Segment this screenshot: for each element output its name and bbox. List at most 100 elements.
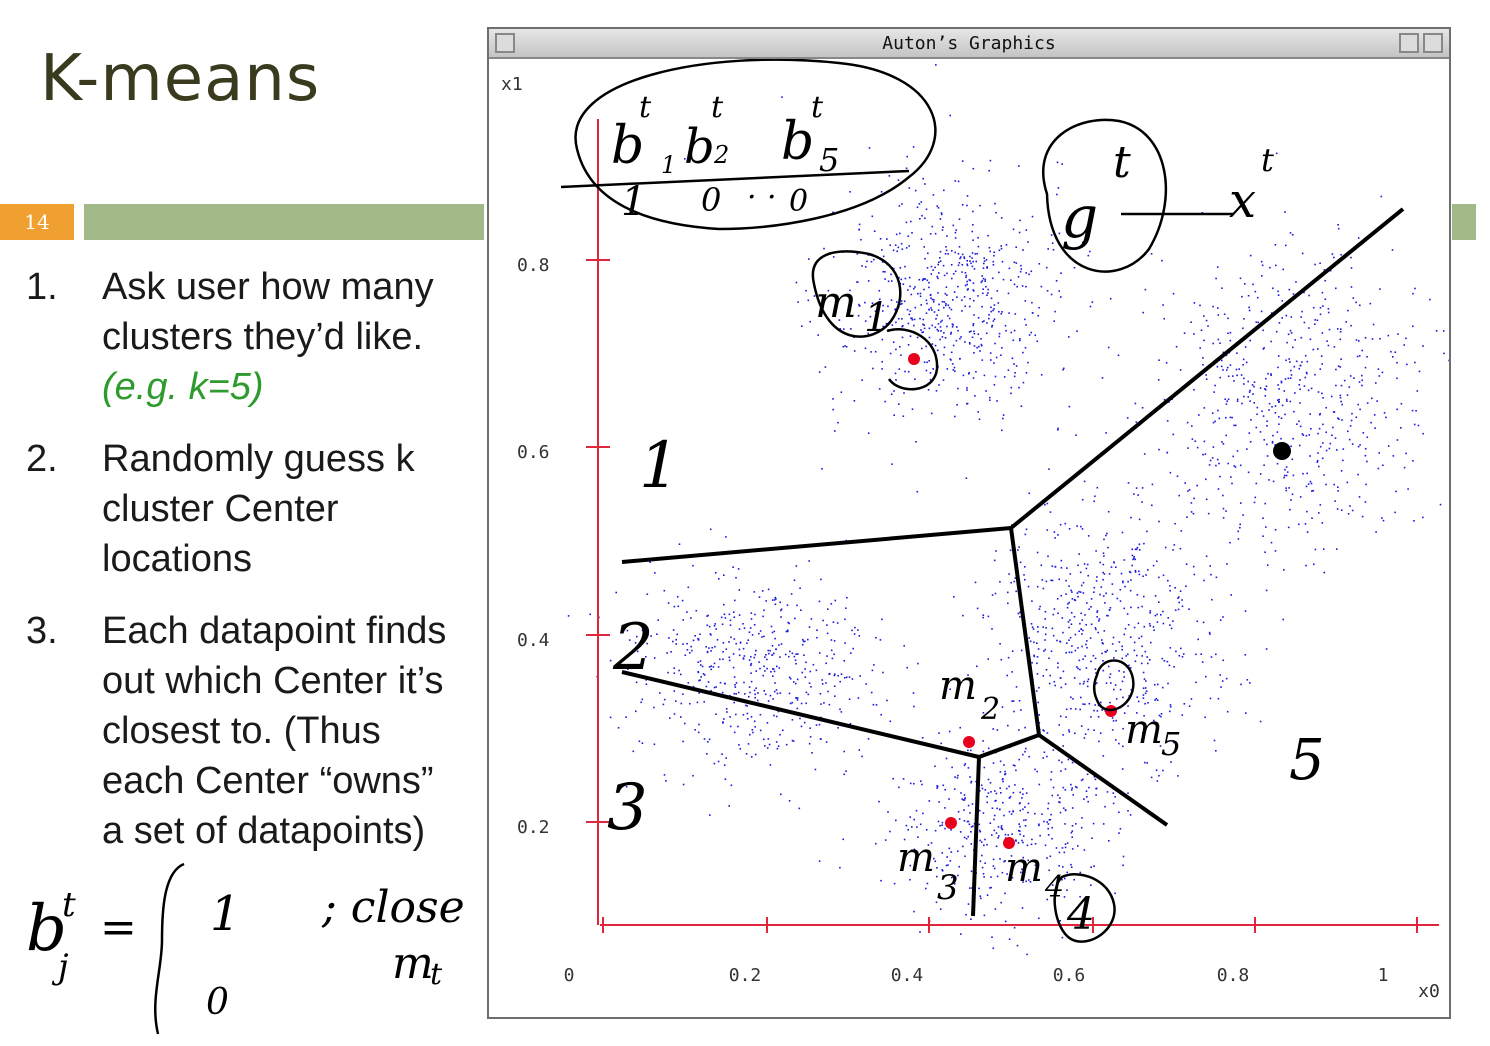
datapoint [898,276,900,279]
datapoint [959,357,961,360]
datapoint [985,259,988,261]
datapoint [923,327,926,330]
datapoint [1069,573,1072,575]
datapoint [944,292,947,295]
datapoint [973,332,976,335]
datapoint [1351,443,1354,445]
datapoint [1070,707,1072,710]
datapoint [750,618,753,620]
datapoint [969,297,971,300]
datapoint [793,655,796,658]
datapoint [982,712,985,714]
datapoint [1361,379,1363,382]
datapoint [733,701,735,704]
datapoint [1020,405,1023,407]
datapoint [895,321,897,324]
datapoint [1127,705,1129,707]
datapoint [690,617,692,619]
datapoint [1043,820,1045,823]
datapoint [1246,679,1249,681]
datapoint [1394,351,1397,353]
datapoint [1013,710,1015,713]
datapoint [1227,462,1229,465]
datapoint [1248,306,1250,309]
datapoint [789,650,791,653]
datapoint [738,589,741,591]
datapoint [986,843,988,846]
datapoint [909,285,911,288]
datapoint [843,750,845,753]
datapoint [1348,386,1351,388]
datapoint [1044,844,1047,847]
datapoint [821,468,823,470]
datapoint [853,350,856,352]
datapoint [1178,654,1181,657]
datapoint [797,653,799,655]
datapoint [641,698,644,701]
maximize-icon[interactable] [1423,33,1443,53]
datapoint [939,260,942,262]
datapoint [833,685,836,687]
datapoint [894,244,897,246]
datapoint [809,736,812,738]
datapoint [1261,410,1263,413]
datapoint [1227,317,1229,320]
datapoint [1321,332,1324,334]
datapoint [1292,474,1295,477]
datapoint [1259,387,1262,389]
datapoint [1403,344,1405,346]
datapoint [953,366,956,369]
datapoint [1051,565,1054,567]
datapoint [774,682,776,684]
datapoint [770,625,773,628]
datapoint [735,693,737,695]
datapoint [914,378,916,380]
datapoint [1018,231,1021,234]
datapoint [1068,601,1070,604]
datapoint [766,658,768,661]
datapoint [794,617,796,620]
datapoint [922,318,925,321]
title-band [84,204,484,240]
datapoint [931,324,933,327]
datapoint [663,698,666,701]
datapoint [1050,778,1052,781]
datapoint [1031,301,1033,304]
datapoint [765,654,767,656]
minimize-icon[interactable] [1399,33,1419,53]
datapoint [930,412,933,415]
datapoint [1248,432,1251,434]
datapoint [1122,745,1124,748]
datapoint [973,314,975,316]
datapoint [1051,826,1053,829]
datapoint [1290,374,1293,376]
datapoint [1162,769,1164,772]
handwritten-annotations [560,59,1234,943]
window-titlebar[interactable]: Auton’s Graphics [489,29,1449,59]
datapoint [723,574,725,576]
datapoint [1405,337,1407,340]
datapoint [960,792,962,794]
datapoint [932,269,934,271]
datapoint [984,789,987,791]
datapoint [975,371,977,373]
datapoint [995,799,997,802]
datapoint [1312,306,1315,309]
menu-icon[interactable] [495,33,515,53]
datapoint [781,96,783,98]
datapoint [948,847,951,850]
datapoint [843,660,846,662]
datapoint [913,848,916,851]
datapoint [1000,354,1002,356]
datapoint [882,270,885,273]
datapoint [1036,656,1039,658]
ink-symbol: 5 [1289,728,1325,793]
datapoint [1000,245,1002,247]
datapoint [1096,611,1098,613]
datapoint [1254,496,1257,499]
datapoint [1260,310,1263,313]
datapoint [1298,523,1300,526]
datapoint [939,257,941,259]
datapoint [1062,670,1065,673]
datapoint [919,218,921,220]
